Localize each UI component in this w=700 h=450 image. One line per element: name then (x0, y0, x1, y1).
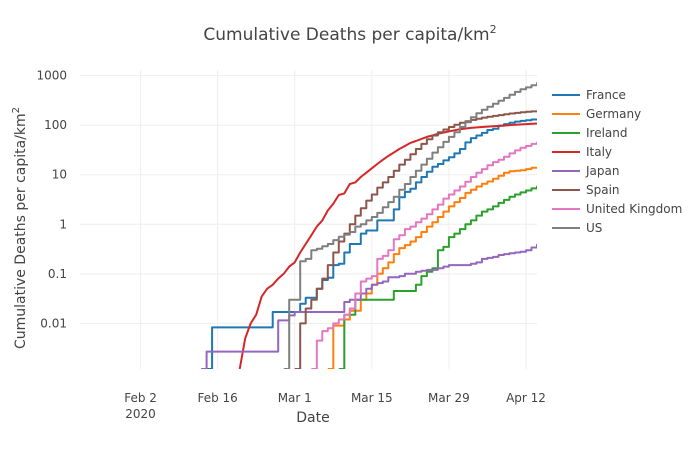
chart-title-superscript: 2 (490, 23, 497, 36)
legend-item-spain: Spain (552, 183, 620, 197)
legend-label: Japan (585, 164, 619, 178)
legend: France Germany Ireland Italy Japan Spain Unite… (552, 88, 682, 235)
series-line-italy (238, 122, 537, 369)
x-tick-label: Mar 29 (428, 391, 470, 405)
y-axis: 0.01 0.1 1 10 100 1000 (36, 69, 67, 331)
y-tick-label: 0.01 (40, 316, 67, 330)
legend-item-france: France (552, 88, 626, 102)
x-tick-label: Mar 15 (351, 391, 393, 405)
legend-item-germany: Germany (552, 107, 641, 121)
plot-area (201, 82, 537, 369)
x-axis: Feb 2 2020 Feb 16 Mar 1 Mar 15 Mar 29 Apr 12 (124, 391, 546, 421)
chart-title: Cumulative Deaths per capita/km2 (203, 23, 496, 45)
y-axis-title-text: Cumulative Deaths per capita/km (13, 113, 29, 349)
legend-label: Italy (586, 145, 612, 159)
y-axis-title: Cumulative Deaths per capita/km2 (11, 107, 29, 349)
series-line-spain (294, 110, 537, 369)
y-tick-label: 100 (44, 118, 67, 132)
series-line-us (283, 82, 537, 369)
legend-item-us: US (552, 221, 602, 235)
x-tick-label: Apr 12 (506, 391, 546, 405)
gridlines (80, 70, 537, 369)
y-tick-label: 0.1 (48, 267, 67, 281)
legend-label: France (586, 88, 626, 102)
legend-label: US (586, 221, 602, 235)
legend-item-ireland: Ireland (552, 126, 628, 140)
y-tick-label: 1000 (36, 69, 67, 83)
legend-label: Ireland (586, 126, 628, 140)
legend-item-italy: Italy (552, 145, 612, 159)
y-tick-label: 10 (52, 168, 67, 182)
legend-label: United Kingdom (586, 202, 682, 216)
x-axis-title: Date (296, 410, 329, 426)
series-line-united-kingdom (311, 141, 537, 369)
legend-label: Spain (586, 183, 620, 197)
chart-title-text: Cumulative Deaths per capita/km (203, 25, 489, 45)
series-line-ireland (338, 185, 537, 369)
x-tick-label: Feb 2 (124, 391, 157, 405)
x-tick-label: Mar 1 (278, 391, 312, 405)
x-tick-label: Feb 16 (197, 391, 237, 405)
x-tick-sublabel: 2020 (125, 407, 156, 421)
y-tick-label: 1 (59, 217, 67, 231)
legend-item-japan: Japan (552, 164, 619, 178)
series-line-japan (201, 244, 537, 369)
legend-label: Germany (586, 107, 641, 121)
y-axis-title-superscript: 2 (11, 107, 22, 113)
series-line-germany (327, 166, 537, 369)
legend-item-united-kingdom: United Kingdom (552, 202, 682, 216)
